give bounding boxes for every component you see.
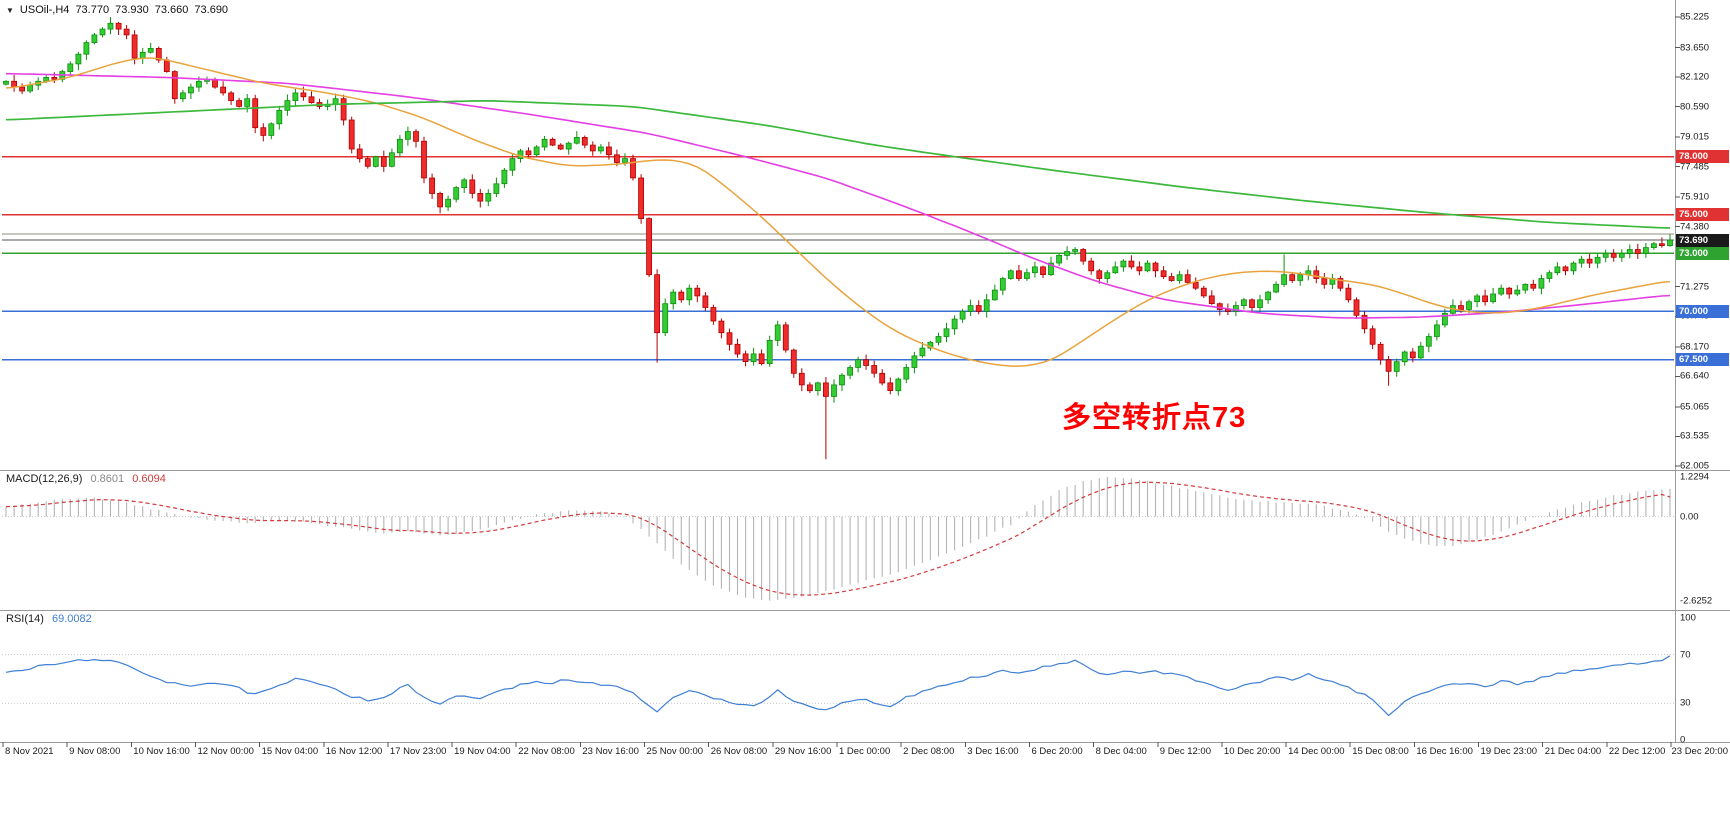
symbol-period-label: USOil-,H4 [19, 4, 70, 16]
macd-signal-value: 0.6094 [132, 473, 166, 485]
rsi-scale-0: 0 [1680, 734, 1686, 746]
time-axis-label: 29 Nov 16:00 [774, 746, 832, 757]
price-axis-label: 75.910 [1680, 191, 1710, 203]
price-axis-label: 65.065 [1680, 401, 1710, 413]
price-axis-label: 79.015 [1680, 131, 1710, 143]
time-axis-label: 16 Dec 16:00 [1416, 746, 1473, 757]
time-axis-label: 19 Nov 04:00 [454, 746, 511, 757]
rsi-scale-100: 100 [1680, 612, 1696, 624]
chart-text-annotation: 多空转折点73 [1062, 402, 1247, 434]
macd-panel-layer [2, 477, 1674, 601]
price-axis-label: 68.170 [1680, 341, 1710, 353]
price-axis-label: 66.640 [1680, 370, 1710, 382]
time-axis-label: 14 Dec 00:00 [1288, 746, 1345, 757]
macd-indicator-label: MACD(12,26,9) 0.8601 0.6094 [6, 473, 166, 485]
rsi-name: RSI(14) [6, 613, 44, 625]
price-level-badge: 75.000 [1676, 208, 1729, 222]
price-axis-label: 74.380 [1680, 221, 1710, 233]
price-axis-label: 63.535 [1680, 430, 1710, 442]
price-axis-label: 83.650 [1680, 42, 1710, 53]
ohlc-toggle-icon[interactable]: ▼ [6, 5, 14, 15]
price-level-badge: 73.000 [1676, 246, 1729, 260]
time-axis-label: 22 Nov 08:00 [518, 746, 575, 757]
ohlc-high-value: 73.930 [115, 4, 149, 16]
price-axis-label: 71.275 [1680, 281, 1710, 293]
time-axis-label: 9 Nov 08:00 [69, 746, 121, 757]
time-axis-label: 12 Nov 00:00 [197, 746, 254, 757]
time-axis-label: 23 Dec 20:00 [1671, 746, 1728, 757]
price-level-badge: 67.500 [1676, 353, 1729, 367]
time-axis-label: 17 Nov 23:00 [389, 746, 447, 757]
frame-layer [0, 0, 1730, 747]
time-axis-label: 2 Dec 08:00 [903, 746, 955, 757]
price-axis-label: 62.005 [1680, 460, 1710, 472]
time-axis-label: 8 Dec 04:00 [1095, 746, 1147, 757]
time-axis-label: 1 Dec 00:00 [839, 746, 891, 757]
ohlc-close-value: 73.690 [194, 4, 229, 16]
rsi-scale-30: 30 [1680, 697, 1691, 709]
ohlc-open-value: 73.770 [75, 4, 110, 16]
time-axis-label: 16 Nov 12:00 [325, 746, 383, 757]
macd-scale-min: -2.6252 [1680, 595, 1713, 607]
time-axis-label: 6 Dec 20:00 [1031, 746, 1083, 757]
time-axis-label: 10 Dec 20:00 [1223, 746, 1281, 757]
macd-name: MACD(12,26,9) [6, 473, 83, 485]
candles-layer [3, 17, 1673, 460]
price-level-badge: 73.690 [1676, 233, 1729, 247]
macd-main-value: 0.8601 [90, 473, 125, 485]
time-axis-label: 15 Dec 08:00 [1352, 746, 1409, 757]
chart-header: ▼ USOil-,H4 73.770 73.930 73.660 73.690 [6, 4, 228, 16]
price-axis-label: 85.225 [1680, 11, 1710, 23]
rsi-indicator-label: RSI(14) 69.0082 [6, 613, 92, 625]
time-axis-label: 9 Dec 12:00 [1159, 746, 1211, 757]
macd-scale-zero: 0.00 [1680, 511, 1699, 523]
price-levels-layer [2, 155, 1674, 361]
time-axis-label: 3 Dec 16:00 [967, 746, 1019, 757]
rsi-value: 69.0082 [51, 613, 92, 625]
macd-scale-max: 1.2294 [1680, 471, 1710, 483]
moving-averages-layer [5, 57, 1671, 367]
price-axis-label: 77.485 [1680, 161, 1710, 173]
time-axis-label: 21 Dec 04:00 [1544, 746, 1602, 757]
rsi-panel-layer [2, 654, 1674, 717]
time-axis-label: 23 Nov 16:00 [582, 746, 639, 757]
rsi-scale-70: 70 [1680, 649, 1691, 661]
time-axis-label: 8 Nov 2021 [5, 746, 54, 757]
time-axis-label: 10 Nov 16:00 [133, 746, 190, 757]
price-level-badge: 70.000 [1676, 304, 1729, 318]
time-axis-label: 19 Dec 23:00 [1480, 746, 1538, 757]
time-axis-label: 25 Nov 00:00 [646, 746, 704, 757]
chart-canvas[interactable] [0, 0, 1730, 770]
ohlc-low-value: 73.660 [154, 4, 189, 16]
time-axis-label: 22 Dec 12:00 [1608, 746, 1666, 757]
price-axis-label: 82.120 [1680, 71, 1710, 83]
price-axis-label: 80.590 [1680, 101, 1710, 113]
time-axis-label: 15 Nov 04:00 [261, 746, 319, 757]
price-level-badge: 78.000 [1676, 150, 1729, 164]
time-axis-label: 26 Nov 08:00 [710, 746, 768, 757]
